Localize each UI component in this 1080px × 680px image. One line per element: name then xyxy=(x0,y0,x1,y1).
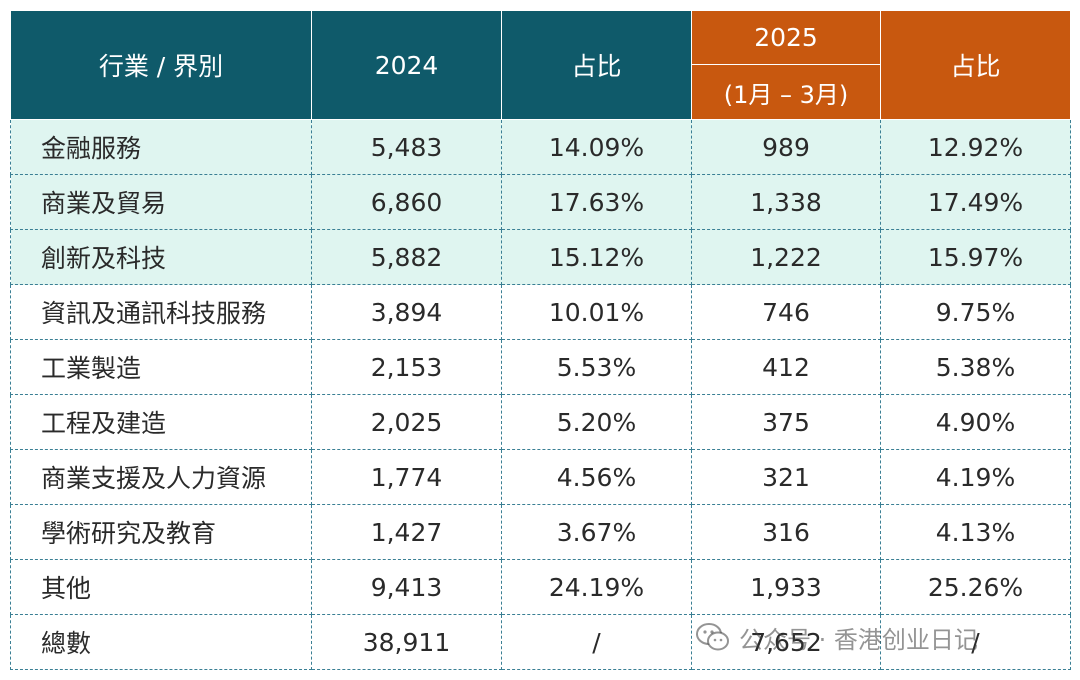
value-2024: 6,860 xyxy=(311,174,502,230)
share-2024: / xyxy=(501,614,692,670)
value-2025: 1,338 xyxy=(691,174,881,230)
header-period-2025: (1月 – 3月) xyxy=(691,64,881,120)
industry-label: 創新及科技 xyxy=(10,229,312,285)
share-2025: 5.38% xyxy=(880,339,1071,395)
table-body: 金融服務 5,483 14.09% 989 12.92% 商業及貿易 6,860 17.63%… xyxy=(10,119,1071,670)
value-2025: 7,652 xyxy=(691,614,881,670)
industry-label: 工程及建造 xyxy=(10,394,312,450)
table-row: 其他 9,413 24.19% 1,933 25.26% xyxy=(10,559,1071,615)
share-2024: 3.67% xyxy=(501,504,692,560)
table-row: 總數 38,911/7,652/ xyxy=(10,614,1071,670)
value-2025: 375 xyxy=(691,394,881,450)
table-row: 工程及建造 2,025 5.20% 375 4.90% xyxy=(10,394,1071,450)
table-row: 商業支援及人力資源 1,774 4.56% 321 4.19% xyxy=(10,449,1071,505)
share-2024: 5.53% xyxy=(501,339,692,395)
value-2024: 2,025 xyxy=(311,394,502,450)
industry-statistics-table: 行業 / 界別 2024 占比 2025 占比 (1月 – 3月) 金融服務 5,… xyxy=(10,10,1071,670)
industry-label: 工業製造 xyxy=(10,339,312,395)
table-header-row: 行業 / 界別 2024 占比 2025 占比 xyxy=(10,10,1071,120)
share-2025: 9.75% xyxy=(880,284,1071,340)
industry-label: 總數 xyxy=(10,614,312,670)
industry-label: 學術研究及教育 xyxy=(10,504,312,560)
share-2025: 4.13% xyxy=(880,504,1071,560)
share-2025: 17.49% xyxy=(880,174,1071,230)
value-2025: 321 xyxy=(691,449,881,505)
share-2024: 17.63% xyxy=(501,174,692,230)
value-2024: 2,153 xyxy=(311,339,502,395)
header-share-2025: 占比 xyxy=(880,10,1071,120)
industry-label: 其他 xyxy=(10,559,312,615)
share-2025: 25.26% xyxy=(880,559,1071,615)
table-row: 創新及科技 5,882 15.12% 1,222 15.97% xyxy=(10,229,1071,285)
share-2025: 4.90% xyxy=(880,394,1071,450)
industry-label: 資訊及通訊科技服務 xyxy=(10,284,312,340)
value-2025: 1,222 xyxy=(691,229,881,285)
value-2025: 1,933 xyxy=(691,559,881,615)
industry-label: 商業支援及人力資源 xyxy=(10,449,312,505)
table-row: 工業製造 2,153 5.53% 412 5.38% xyxy=(10,339,1071,395)
share-2024: 10.01% xyxy=(501,284,692,340)
value-2024: 3,894 xyxy=(311,284,502,340)
industry-statistics-table-wrapper: 行業 / 界別 2024 占比 2025 占比 (1月 – 3月) 金融服務 5,… xyxy=(10,10,1071,670)
table-header-subrow: (1月 – 3月) xyxy=(11,64,1071,120)
share-2024: 4.56% xyxy=(501,449,692,505)
header-industry: 行業 / 界別 xyxy=(10,10,312,120)
header-year-2024: 2024 xyxy=(311,10,502,120)
industry-label: 金融服務 xyxy=(10,119,312,175)
value-2024: 5,483 xyxy=(311,119,502,175)
share-2024: 5.20% xyxy=(501,394,692,450)
value-2025: 989 xyxy=(691,119,881,175)
value-2024: 38,911 xyxy=(311,614,502,670)
value-2024: 9,413 xyxy=(311,559,502,615)
value-2025: 412 xyxy=(691,339,881,395)
table-row: 資訊及通訊科技服務 3,894 10.01% 746 9.75% xyxy=(10,284,1071,340)
share-2025: 4.19% xyxy=(880,449,1071,505)
share-2024: 15.12% xyxy=(501,229,692,285)
value-2024: 1,427 xyxy=(311,504,502,560)
share-2025: / xyxy=(880,614,1071,670)
share-2025: 15.97% xyxy=(880,229,1071,285)
value-2024: 1,774 xyxy=(311,449,502,505)
value-2024: 5,882 xyxy=(311,229,502,285)
table-row: 學術研究及教育 1,427 3.67% 316 4.13% xyxy=(10,504,1071,560)
table-row: 商業及貿易 6,860 17.63% 1,338 17.49% xyxy=(10,174,1071,230)
share-2024: 14.09% xyxy=(501,119,692,175)
value-2025: 316 xyxy=(691,504,881,560)
header-year-2025: 2025 xyxy=(691,10,881,65)
table-row: 金融服務 5,483 14.09% 989 12.92% xyxy=(10,119,1071,175)
share-2024: 24.19% xyxy=(501,559,692,615)
industry-label: 商業及貿易 xyxy=(10,174,312,230)
header-share-2024: 占比 xyxy=(501,10,692,120)
share-2025: 12.92% xyxy=(880,119,1071,175)
value-2025: 746 xyxy=(691,284,881,340)
